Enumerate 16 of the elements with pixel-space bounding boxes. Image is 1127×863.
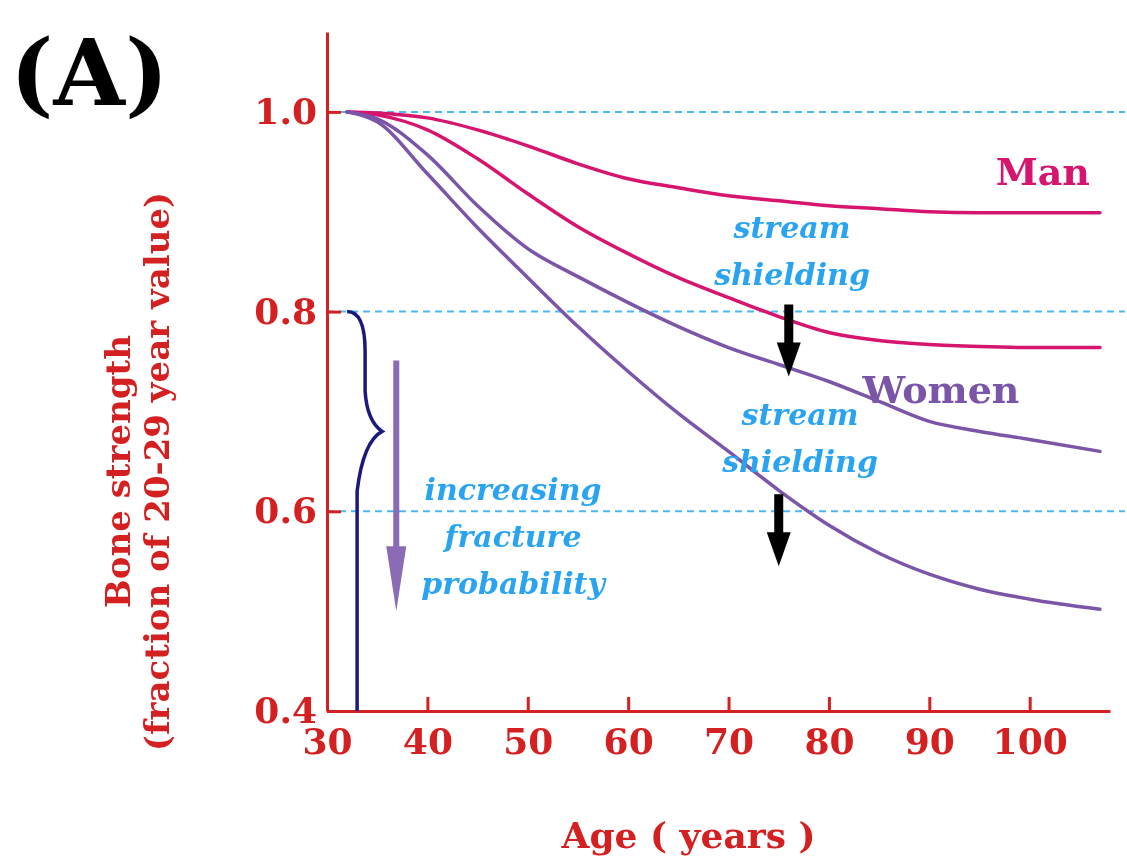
x-tick-label: 80	[804, 719, 855, 762]
series-label: Man	[995, 148, 1090, 194]
x-tick-label: 70	[703, 719, 755, 762]
y-axis-title: Bone strength (fraction of 20-29 year value)	[98, 191, 178, 752]
y-tick-label: 0.8	[254, 289, 317, 332]
annotation: increasing fracture probability	[421, 472, 608, 601]
y-tick-label: 1.0	[254, 89, 317, 132]
x-tick-label: 40	[402, 719, 453, 762]
x-axis-title: Age ( years )	[560, 814, 816, 856]
x-tick-label: 60	[603, 719, 654, 762]
x-tick-label: 50	[503, 719, 554, 762]
annotation: stream shielding	[713, 210, 870, 292]
x-tick-label: 100	[992, 719, 1068, 762]
x-tick-label: 90	[904, 719, 955, 762]
chart-title: (A)	[10, 19, 169, 127]
y-tick-label: 0.6	[254, 489, 317, 532]
